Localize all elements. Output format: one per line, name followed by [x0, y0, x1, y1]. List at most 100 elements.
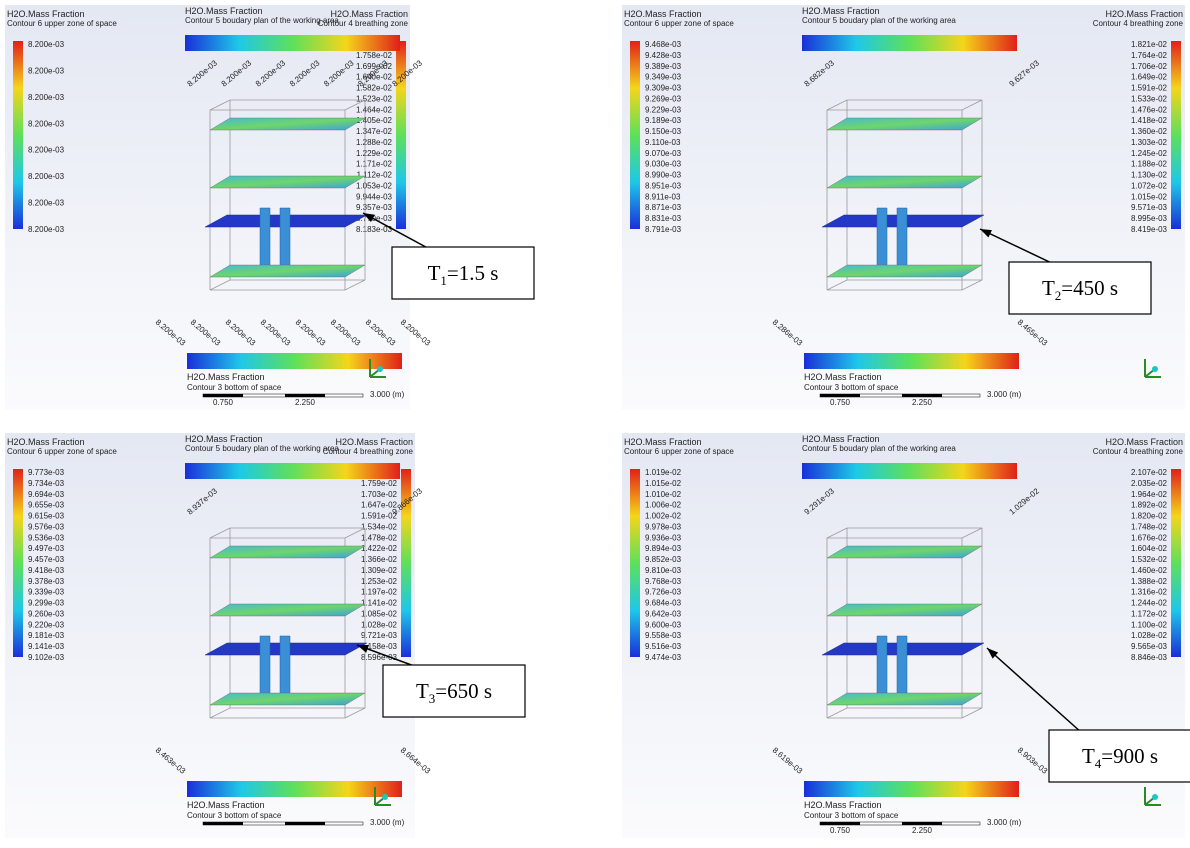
legend-value: 1.759e-02 — [361, 479, 398, 488]
legend-title: H2O.Mass Fraction — [624, 9, 702, 19]
legend-value: 1.288e-02 — [356, 138, 393, 147]
color-bar — [13, 41, 23, 229]
legend-value: 9.428e-03 — [645, 51, 682, 60]
legend-value: 9.468e-03 — [645, 40, 682, 49]
legend-value: 1.028e-02 — [1131, 631, 1168, 640]
legend-value: 9.220e-03 — [28, 620, 65, 629]
legend-value: 9.070e-03 — [645, 149, 682, 158]
color-bar — [804, 781, 1019, 797]
scale-label: 0.750 — [213, 398, 234, 407]
panel: H2O.Mass FractionContour 6 upper zone of… — [622, 5, 1185, 410]
scale-label: 3.000 (m) — [370, 390, 405, 399]
legend-value: 9.600e-03 — [645, 620, 682, 629]
legend-value: 1.676e-02 — [1131, 533, 1168, 542]
legend-value: 9.655e-03 — [28, 501, 65, 510]
legend-value: 8.995e-03 — [1131, 214, 1168, 223]
legend-value: 9.378e-03 — [28, 577, 65, 586]
legend-value: 9.299e-03 — [28, 599, 65, 608]
legend-value: 1.112e-02 — [357, 171, 393, 180]
working-plane — [210, 604, 365, 616]
time-symbol: T — [1042, 276, 1055, 300]
color-bar — [804, 353, 1019, 369]
legend-value: 9.773e-03 — [28, 468, 65, 477]
legend-value: 1.006e-02 — [645, 501, 682, 510]
legend-value: 1.460e-02 — [1131, 566, 1168, 575]
legend-value: 9.978e-03 — [645, 522, 682, 531]
legend-value: 1.072e-02 — [1131, 181, 1168, 190]
legend-value: 1.422e-02 — [361, 544, 398, 553]
upper-plane — [827, 546, 982, 558]
legend-value: 1.130e-02 — [1131, 171, 1168, 180]
legend-value: 9.721e-03 — [361, 631, 398, 640]
legend-value: 9.726e-03 — [645, 588, 682, 597]
color-bar — [13, 469, 23, 657]
time-symbol: T — [416, 679, 429, 703]
legend-value: 9.558e-03 — [645, 631, 682, 640]
legend-subtitle: Contour 6 upper zone of space — [7, 19, 117, 28]
scale-label: 0.750 — [830, 398, 851, 407]
legend-value: 9.576e-03 — [28, 522, 65, 531]
legend-value: 1.316e-02 — [1131, 588, 1168, 597]
legend-value: 9.516e-03 — [645, 642, 682, 651]
legend-value: 1.366e-02 — [361, 555, 398, 564]
legend-value: 1.604e-02 — [1131, 544, 1168, 553]
legend-value: 1.141e-02 — [361, 599, 398, 608]
legend-title: H2O.Mass Fraction — [1105, 9, 1183, 19]
axis-origin — [377, 366, 383, 372]
time-value: =1.5 s — [447, 261, 499, 285]
legend-value: 2.107e-02 — [1131, 468, 1168, 477]
color-bar — [802, 35, 1017, 51]
scale-label: 3.000 (m) — [370, 818, 405, 827]
legend-value: 9.389e-03 — [645, 62, 682, 71]
legend-value: 1.821e-02 — [1131, 40, 1168, 49]
color-bar — [1171, 469, 1181, 657]
legend-value: 9.474e-03 — [645, 653, 682, 662]
legend-value: 1.478e-02 — [361, 533, 398, 542]
legend-value: 1.245e-02 — [1131, 149, 1168, 158]
legend-value: 8.200e-03 — [28, 146, 65, 155]
time-label: T2=450 s — [1042, 276, 1118, 303]
color-bar — [1171, 41, 1181, 229]
legend-value: 9.944e-03 — [356, 192, 393, 201]
legend-value: 1.758e-02 — [356, 51, 393, 60]
legend-value: 1.388e-02 — [1131, 577, 1168, 586]
legend-value: 9.229e-03 — [645, 105, 682, 114]
legend-value: 9.565e-03 — [1131, 642, 1168, 651]
legend-title: H2O.Mass Fraction — [802, 6, 880, 16]
legend-title: H2O.Mass Fraction — [624, 437, 702, 447]
time-symbol: T — [428, 261, 441, 285]
time-value: =450 s — [1061, 276, 1118, 300]
time-value: =900 s — [1101, 744, 1158, 768]
legend-value: 2.035e-02 — [1131, 479, 1168, 488]
legend-subtitle: Contour 5 boudary plan of the working ar… — [802, 16, 956, 25]
legend-value: 1.015e-02 — [1131, 192, 1168, 201]
legend-value: 9.110e-03 — [645, 138, 681, 147]
bottom-plane — [210, 693, 365, 705]
legend-value: 1.019e-02 — [645, 468, 682, 477]
legend-subtitle: Contour 3 bottom of space — [804, 383, 899, 392]
legend-title: H2O.Mass Fraction — [802, 434, 880, 444]
legend-value: 9.852e-03 — [645, 555, 682, 564]
legend-value: 9.260e-03 — [28, 609, 65, 618]
legend-value: 9.536e-03 — [28, 533, 65, 542]
legend-value: 1.347e-02 — [356, 127, 393, 136]
legend-value: 8.200e-03 — [28, 199, 65, 208]
legend-title: H2O.Mass Fraction — [335, 437, 413, 447]
time-label: T1=1.5 s — [428, 261, 499, 288]
legend-title: H2O.Mass Fraction — [187, 800, 265, 810]
color-bar — [630, 469, 640, 657]
time-value: =650 s — [435, 679, 492, 703]
color-bar — [802, 463, 1017, 479]
scale-label: 2.250 — [912, 826, 933, 835]
legend-value: 9.357e-03 — [356, 203, 393, 212]
scale-label: 3.000 (m) — [987, 390, 1022, 399]
legend-value: 1.085e-02 — [361, 609, 398, 618]
legend-value: 9.339e-03 — [28, 588, 65, 597]
panel-background — [622, 5, 1185, 410]
color-bar — [630, 41, 640, 229]
legend-value: 9.181e-03 — [28, 631, 65, 640]
scale-label: 2.250 — [295, 398, 316, 407]
legend-value: 1.015e-02 — [645, 479, 682, 488]
